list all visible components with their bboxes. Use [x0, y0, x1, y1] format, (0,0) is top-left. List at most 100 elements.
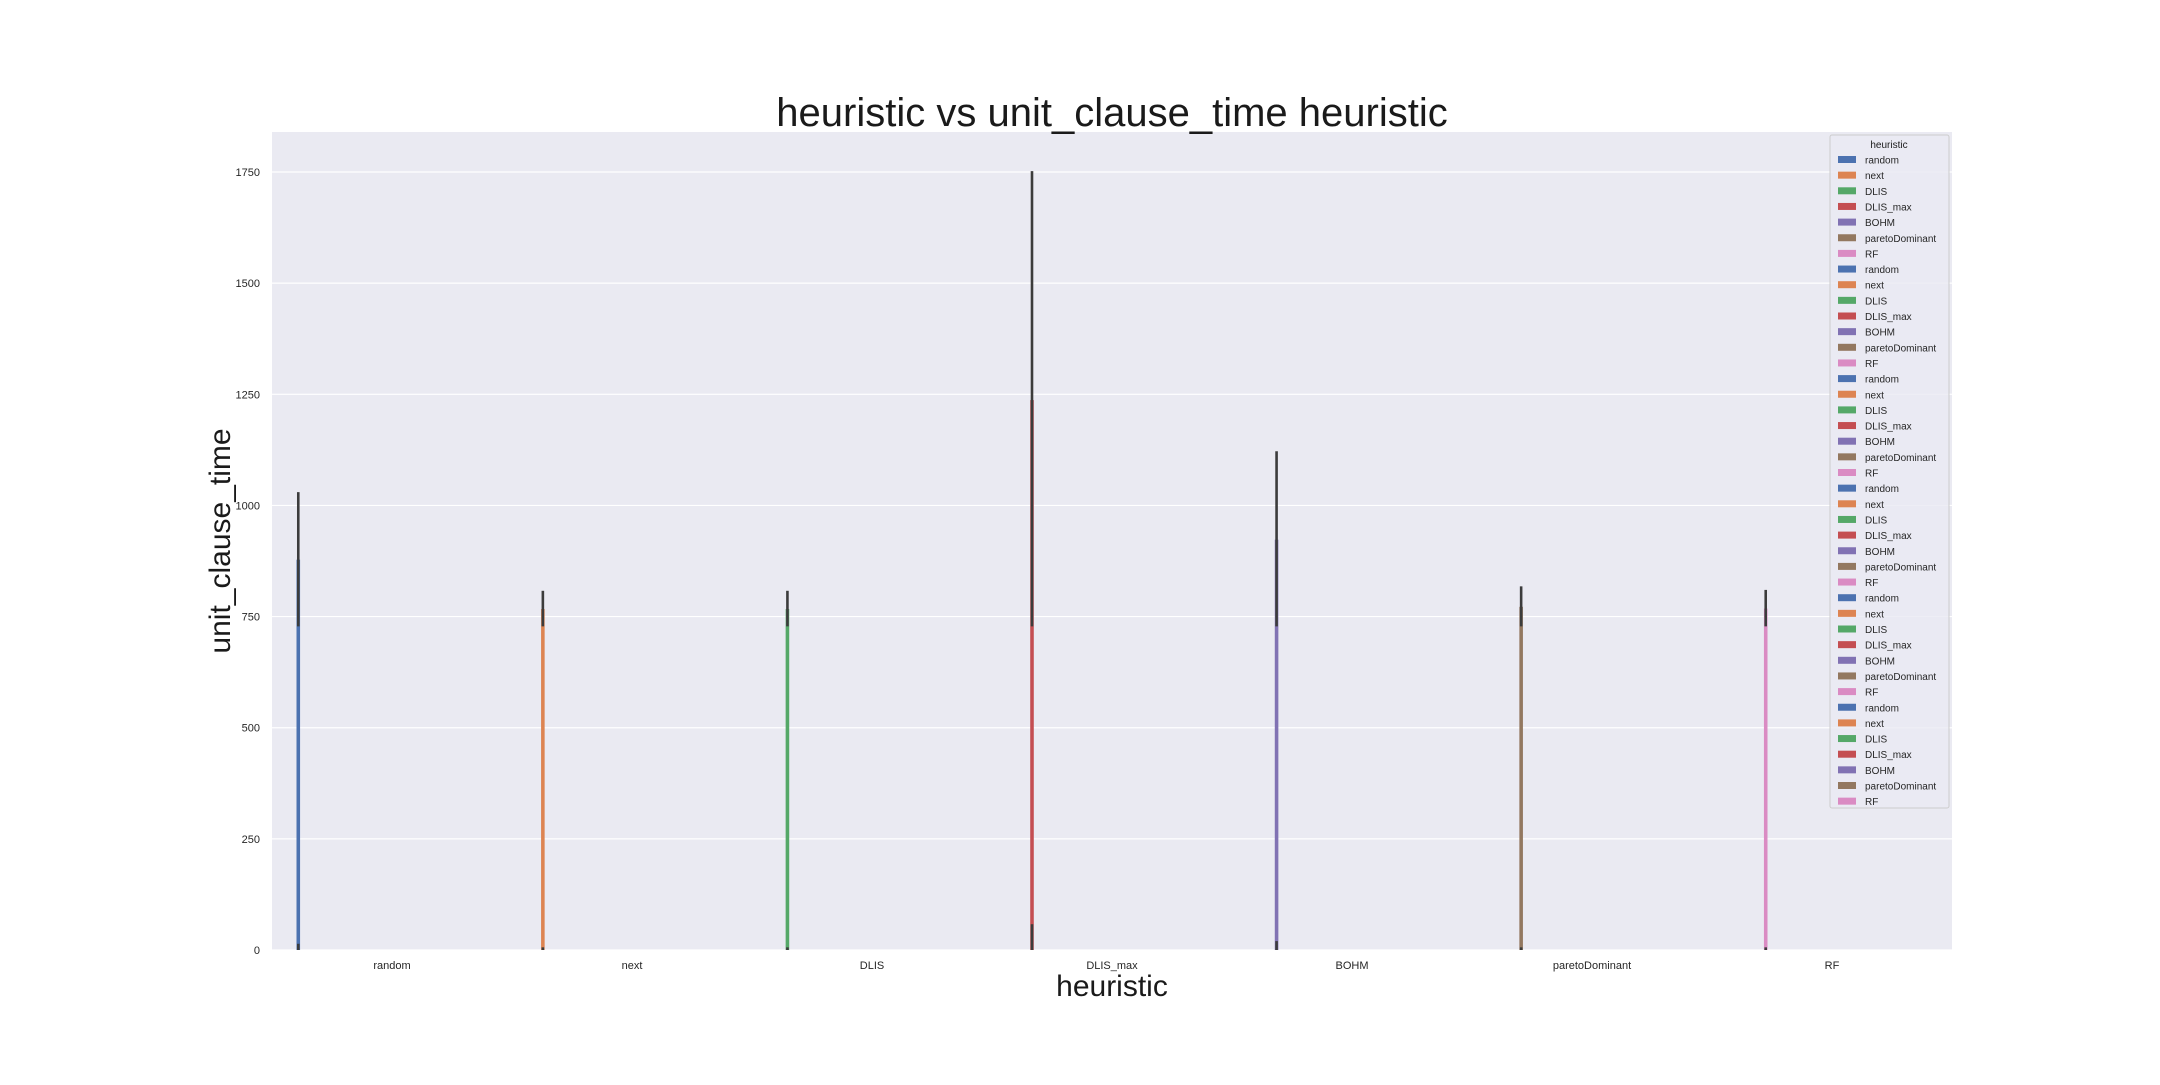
legend-label: DLIS_max: [1865, 750, 1912, 761]
legend-swatch: [1838, 672, 1856, 680]
legend-label: random: [1865, 594, 1899, 605]
legend-swatch: [1838, 437, 1856, 445]
legend-label: paretoDominant: [1865, 672, 1936, 683]
legend-label: next: [1865, 500, 1884, 511]
legend-swatch: [1838, 296, 1856, 304]
legend-label: RF: [1865, 249, 1878, 260]
bar-random: [296, 559, 301, 950]
legend-swatch: [1838, 656, 1856, 664]
legend-swatch: [1838, 562, 1856, 570]
legend-label: DLIS: [1865, 187, 1888, 198]
legend-swatch: [1838, 359, 1856, 367]
y-axis-label: unit_clause_time: [204, 428, 237, 653]
legend-label: RF: [1865, 688, 1878, 699]
legend-label: random: [1865, 484, 1899, 495]
legend-label: DLIS_max: [1865, 202, 1912, 213]
legend-swatch: [1838, 750, 1856, 758]
y-axis-ticks: 0 250 500 750 1000 1250 1500 1750: [236, 167, 260, 957]
legend-swatch: [1838, 766, 1856, 774]
bar-next: [541, 609, 545, 950]
legend-swatch: [1838, 719, 1856, 727]
chart-title: heuristic vs unit_clause_time heuristic: [776, 91, 1447, 135]
legend-swatch: [1838, 609, 1856, 617]
legend-title: heuristic: [1870, 140, 1907, 151]
legend-label: DLIS_max: [1865, 422, 1912, 433]
legend-label: RF: [1865, 578, 1878, 589]
x-axis-label: heuristic: [1056, 970, 1168, 1003]
legend-label: paretoDominant: [1865, 343, 1936, 354]
x-axis-ticks: random next DLIS DLIS_max BOHM paretoDominant…: [373, 960, 1839, 972]
legend-swatch: [1838, 202, 1856, 210]
legend-swatch: [1838, 594, 1856, 602]
legend-label: BOHM: [1865, 328, 1895, 339]
legend-swatch: [1838, 281, 1856, 289]
legend-swatch: [1838, 547, 1856, 555]
y-tick-label: 500: [242, 723, 260, 735]
legend-swatch: [1838, 249, 1856, 257]
legend-swatch: [1838, 469, 1856, 476]
legend-label: paretoDominant: [1865, 782, 1936, 793]
legend-swatch: [1838, 500, 1856, 508]
bar-DLIS: [785, 609, 790, 950]
y-tick-label: 1000: [236, 500, 260, 512]
legend-label: paretoDominant: [1865, 562, 1936, 573]
legend-label: DLIS: [1865, 406, 1888, 417]
y-tick-label: 1500: [236, 278, 260, 290]
y-tick-label: 1250: [236, 389, 260, 401]
legend-swatch: [1838, 187, 1856, 195]
legend-label: next: [1865, 609, 1884, 620]
x-tick-label: DLIS_max: [1086, 960, 1138, 972]
y-tick-label: 250: [242, 834, 260, 846]
legend-label: DLIS_max: [1865, 641, 1912, 652]
legend-swatch: [1838, 703, 1856, 711]
legend-swatch: [1838, 156, 1856, 163]
legend-box: [1829, 134, 1950, 809]
legend-label: BOHM: [1865, 437, 1895, 448]
legend-swatch: [1838, 375, 1856, 383]
legend-label: BOHM: [1865, 547, 1895, 558]
bar-RF: [1763, 608, 1768, 950]
legend-swatch: [1838, 390, 1856, 398]
legend-label: DLIS: [1865, 735, 1888, 746]
legend-swatch: [1838, 625, 1856, 633]
x-tick-label: random: [373, 960, 410, 972]
legend-swatch: [1838, 265, 1856, 273]
y-tick-label: 1750: [236, 167, 260, 179]
legend-swatch: [1838, 453, 1856, 461]
x-tick-label: BOHM: [1336, 960, 1369, 972]
legend-label: paretoDominant: [1865, 453, 1936, 464]
legend-label: next: [1865, 390, 1884, 401]
legend-label: DLIS: [1865, 515, 1888, 526]
bar-DLIS_max: [1030, 400, 1034, 950]
plot-background: [272, 132, 1952, 950]
legend-swatch: [1838, 484, 1856, 492]
legend-label: BOHM: [1865, 218, 1895, 229]
legend-swatch: [1838, 531, 1856, 539]
y-tick-label: 0: [254, 945, 260, 957]
legend-label: BOHM: [1865, 656, 1895, 667]
legend-label: next: [1865, 171, 1884, 182]
y-tick-label: 750: [242, 612, 260, 624]
legend-swatch: [1838, 406, 1856, 414]
legend-label: next: [1865, 719, 1884, 730]
legend-label: random: [1865, 375, 1899, 386]
legend-label: RF: [1865, 797, 1878, 808]
legend: heuristic random next DLIS DLIS_max BOHM pare…: [1829, 134, 1950, 809]
gridlines: [272, 171, 1952, 951]
legend-swatch: [1838, 234, 1856, 242]
legend-swatch: [1838, 328, 1856, 336]
bar-BOHM: [1274, 539, 1279, 950]
legend-swatch: [1838, 641, 1856, 649]
legend-label: RF: [1865, 469, 1878, 480]
legend-swatch: [1838, 735, 1856, 743]
legend-label: random: [1865, 156, 1899, 167]
legend-swatch: [1838, 171, 1856, 179]
legend-label: random: [1865, 703, 1899, 714]
legend-label: DLIS_max: [1865, 531, 1912, 542]
legend-swatch: [1838, 797, 1856, 805]
x-tick-label: DLIS: [860, 960, 884, 972]
legend-swatch: [1838, 343, 1856, 351]
legend-swatch: [1838, 218, 1856, 226]
